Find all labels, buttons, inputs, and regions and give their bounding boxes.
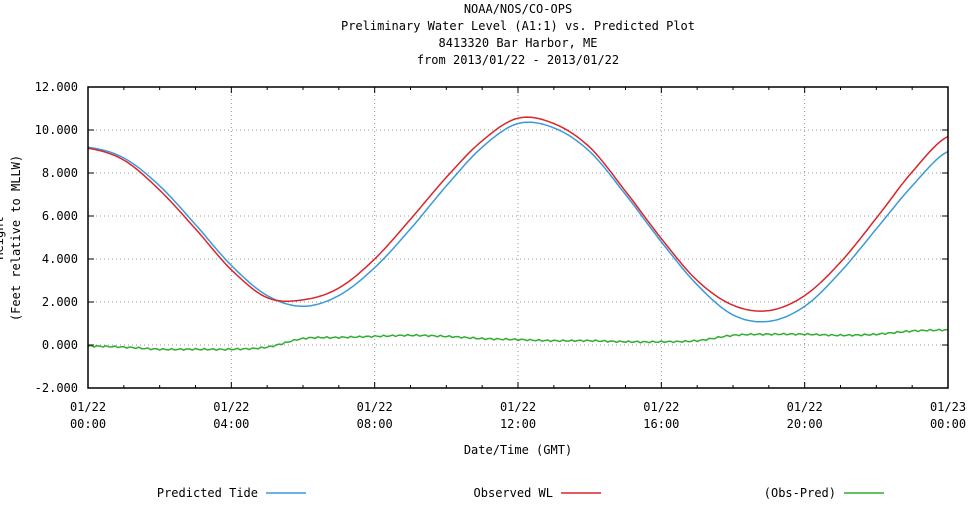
legend-label: Observed WL bbox=[474, 486, 553, 500]
x-tick-label-date: 01/22 bbox=[787, 400, 823, 414]
legend: Predicted Tide Observed WL (Obs-Pred) bbox=[157, 486, 884, 500]
x-tick-label-date: 01/22 bbox=[643, 400, 679, 414]
x-tick-label-time: 00:00 bbox=[70, 417, 106, 431]
grid bbox=[88, 87, 948, 388]
axis-ticks bbox=[87, 86, 949, 389]
x-tick-label-date: 01/22 bbox=[213, 400, 249, 414]
legend-label: (Obs-Pred) bbox=[764, 486, 836, 500]
title-line: from 2013/01/22 - 2013/01/22 bbox=[417, 53, 619, 67]
x-tick-label-time: 08:00 bbox=[357, 417, 393, 431]
y-tick-label: 6.000 bbox=[42, 209, 78, 223]
x-tick-label-time: 12:00 bbox=[500, 417, 536, 431]
series-lines bbox=[87, 116, 949, 352]
y-tick-label: 10.000 bbox=[35, 123, 78, 137]
y-tick-label: 4.000 bbox=[42, 252, 78, 266]
plot-frame bbox=[87, 86, 949, 389]
y-tick-label: 12.000 bbox=[35, 80, 78, 94]
chart-title: NOAA/NOS/CO-OPS Preliminary Water Level (… bbox=[341, 2, 695, 67]
title-line: NOAA/NOS/CO-OPS bbox=[464, 2, 572, 16]
x-tick-label-time: 16:00 bbox=[643, 417, 679, 431]
y-tick-label: 0.000 bbox=[42, 338, 78, 352]
series-line-1 bbox=[87, 116, 949, 312]
y-axis-label: Height (Feet relative to MLLW) bbox=[0, 155, 23, 321]
x-axis-label: Date/Time (GMT) bbox=[464, 443, 572, 457]
title-line: Preliminary Water Level (A1:1) vs. Predi… bbox=[341, 19, 695, 33]
x-tick-label-time: 00:00 bbox=[930, 417, 966, 431]
y-axis-label-line: Height bbox=[0, 216, 6, 259]
title-line: 8413320 Bar Harbor, ME bbox=[439, 36, 598, 50]
x-tick-label-date: 01/23 bbox=[930, 400, 966, 414]
legend-label: Predicted Tide bbox=[157, 486, 258, 500]
y-tick-label: 2.000 bbox=[42, 295, 78, 309]
series-line-2 bbox=[87, 328, 949, 352]
y-tick-label: -2.000 bbox=[35, 381, 78, 395]
y-axis-label-line: (Feet relative to MLLW) bbox=[9, 155, 23, 321]
tick-labels: -2.000 0.000 2.000 4.000 6.000 8.000 10.000 12.… bbox=[35, 80, 966, 431]
x-tick-label-date: 01/22 bbox=[357, 400, 393, 414]
x-tick-label-time: 04:00 bbox=[213, 417, 249, 431]
series-line-0 bbox=[87, 121, 949, 323]
x-tick-label-date: 01/22 bbox=[500, 400, 536, 414]
x-tick-label-date: 01/22 bbox=[70, 400, 106, 414]
y-tick-label: 8.000 bbox=[42, 166, 78, 180]
x-tick-label-time: 20:00 bbox=[787, 417, 823, 431]
